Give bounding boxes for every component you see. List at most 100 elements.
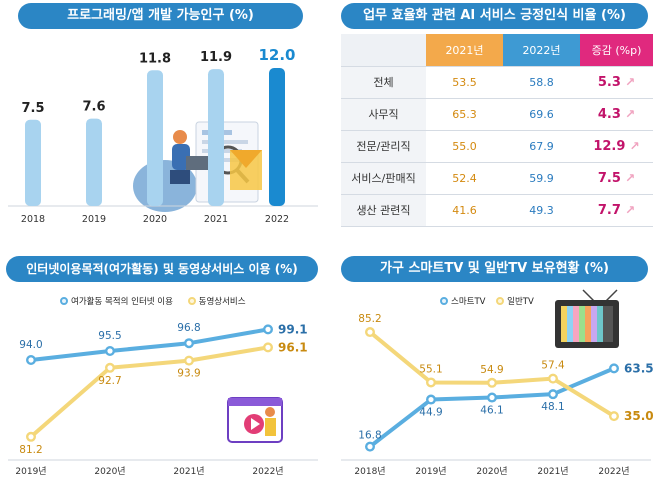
header-2022: 2022년 (503, 34, 580, 67)
video-illustration (227, 397, 283, 443)
legend: 스마트TV 일반TV (440, 295, 534, 307)
legend-item-video: 동영상서비스 (187, 297, 246, 307)
cell-change: 12.9 ↗ (580, 130, 653, 163)
data-point (486, 392, 497, 403)
programming-panel: 프로그래밍/앱 개발 가능인구 (%) 7.5 2018 7.6 2019 11.8 20… (0, 0, 325, 240)
tv-line-chart: 2018년 2019년 2020년 2021년 2022년 16.8 44.9 46.1 48.… (341, 289, 654, 477)
row-label: 서비스/판매직 (341, 162, 426, 195)
legend-item-smarttv: 스마트TV (440, 297, 485, 307)
legend-item-tv: 일반TV (496, 297, 534, 307)
table-row: 사무직 65.3 69.6 4.3 ↗ (341, 98, 653, 131)
arrow-up-icon: ↗ (625, 138, 640, 153)
cell-change: 4.3 ↗ (580, 98, 653, 131)
row-label: 전체 (341, 66, 426, 99)
cell-2022: 49.3 (503, 194, 580, 227)
data-label: 7.5 (21, 101, 44, 116)
data-label: 7.6 (82, 100, 105, 115)
cell-change: 7.5 ↗ (580, 162, 653, 195)
data-point (104, 345, 115, 356)
header-2021: 2021년 (426, 34, 503, 67)
table-row: 서비스/판매직 52.4 59.9 7.5 ↗ (341, 162, 653, 195)
data-label: 46.1 (480, 405, 503, 417)
tick-label: 2021년 (537, 466, 568, 477)
tick-label: 2021년 (173, 466, 204, 477)
bar (147, 70, 163, 206)
data-label: 11.8 (139, 51, 171, 66)
cell-2022: 59.9 (503, 162, 580, 195)
bar (269, 68, 285, 206)
bar (25, 119, 41, 206)
data-point (365, 327, 376, 338)
data-point (609, 411, 620, 422)
cell-change: 7.7 ↗ (580, 194, 653, 227)
change-value: 7.5 (597, 170, 621, 186)
data-label: 93.9 (177, 368, 200, 380)
change-value: 4.3 (597, 106, 621, 122)
tick-label: 2018년 (354, 466, 385, 477)
legend-label: 여가활동 목적의 인터넷 이용 (71, 297, 173, 307)
table-row: 생산 관련직 41.6 49.3 7.7 ↗ (341, 194, 653, 227)
tick-label: 2022 (265, 214, 289, 225)
data-point (26, 354, 37, 365)
cell-2022: 69.6 (503, 98, 580, 131)
tick-label: 2019년 (15, 466, 46, 477)
data-point (547, 389, 558, 400)
chart-title: 가구 스마트TV 및 일반TV 보유현황 (%) (341, 256, 648, 282)
data-point (365, 441, 376, 452)
data-label: 54.9 (480, 364, 503, 376)
data-point (609, 363, 620, 374)
data-label: 55.1 (419, 363, 442, 375)
cell-2021: 65.3 (426, 98, 503, 131)
internet-line-chart: 2019년 2020년 2021년 2022년 94.0 95.5 96.8 99.1 81.2… (8, 322, 318, 477)
cell-2022: 67.9 (503, 130, 580, 163)
data-point (183, 355, 194, 366)
data-label: 96.8 (177, 322, 200, 334)
header-change: 증감 (%p) (580, 34, 653, 67)
data-label: 92.7 (98, 375, 121, 387)
chart-title: 프로그래밍/앱 개발 가능인구 (%) (18, 3, 303, 29)
data-point (547, 373, 558, 384)
legend-dot (496, 297, 505, 305)
data-point (263, 324, 274, 335)
data-point (26, 431, 37, 442)
series-line (29, 327, 270, 362)
series-line (29, 345, 270, 439)
arrow-up-icon: ↗ (620, 106, 636, 121)
arrow-up-icon: ↗ (620, 74, 636, 89)
data-label: 16.8 (358, 430, 381, 442)
bar (208, 69, 224, 207)
change-value: 12.9 (593, 138, 626, 154)
cell-2021: 53.5 (426, 66, 503, 99)
tick-label: 2020년 (94, 466, 125, 477)
table-title: 업무 효율화 관련 AI 서비스 긍정인식 비율 (%) (341, 3, 648, 29)
data-point (183, 338, 194, 349)
legend: 여가활동 목적의 인터넷 이용 동영상서비스 (60, 295, 246, 307)
data-label: 57.4 (541, 360, 565, 372)
data-point (104, 362, 115, 373)
bar-chart: 7.5 2018 7.6 2019 11.8 2020 11.9 2021 12.0 2022 (8, 46, 318, 225)
legend-dot (60, 297, 68, 305)
legend-label: 스마트TV (451, 297, 486, 307)
data-point (486, 377, 497, 388)
cell-2022: 58.8 (503, 66, 580, 99)
tick-label: 2022년 (252, 466, 283, 477)
internet-panel: 인터넷이용목적(여가활동) 및 동영상서비스 이용 (%) 여가활동 목적의 인… (0, 248, 325, 486)
tick-label: 2020년 (476, 466, 507, 477)
row-label: 전문/관리직 (341, 130, 426, 163)
tick-label: 2022년 (598, 466, 629, 477)
tv-panel: 가구 스마트TV 및 일반TV 보유현황 (%) 스마트TV 일반TV 2018… (333, 248, 658, 486)
header-blank (341, 34, 426, 67)
data-label: 63.5 (624, 361, 654, 375)
data-point (425, 377, 436, 388)
legend-label: 동영상서비스 (198, 297, 246, 307)
cell-2021: 55.0 (426, 130, 503, 163)
row-label: 생산 관련직 (341, 194, 426, 227)
data-label: 81.2 (19, 444, 42, 456)
data-label: 94.0 (19, 339, 42, 351)
tv-illustration (555, 289, 619, 348)
data-label: 48.1 (541, 401, 564, 413)
cell-change: 5.3 ↗ (580, 66, 653, 99)
data-label: 85.2 (358, 313, 381, 325)
data-label: 11.9 (200, 50, 232, 65)
tick-label: 2021 (204, 214, 228, 225)
